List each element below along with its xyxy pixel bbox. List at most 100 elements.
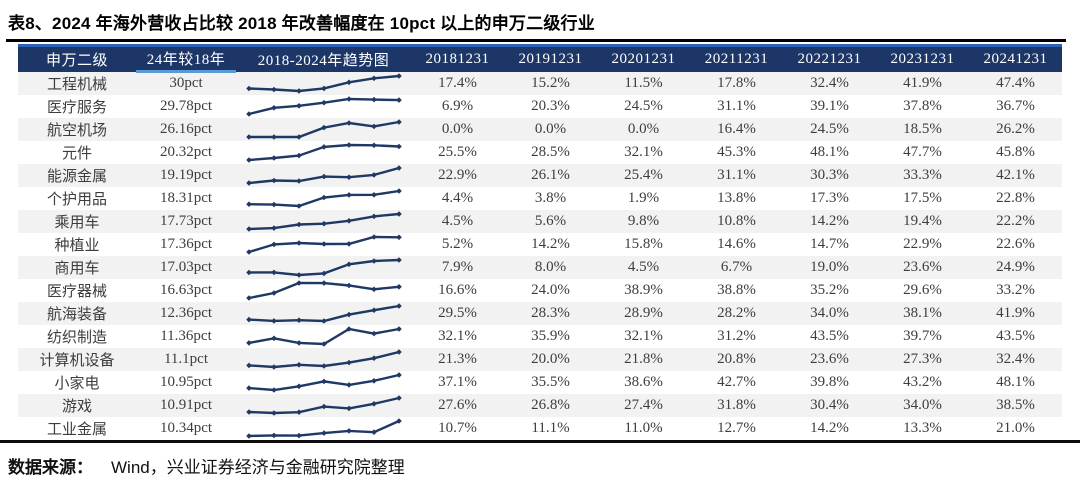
sparkline-marker	[370, 233, 377, 240]
sparkline-cell	[236, 141, 411, 164]
sparkline-marker	[245, 156, 252, 163]
trend-sparkline	[245, 141, 402, 163]
sparkline-marker	[345, 173, 352, 180]
industry-cell: 医疗服务	[46, 99, 107, 116]
trend-sparkline	[245, 210, 402, 232]
sparkline-marker	[245, 133, 252, 140]
sparkline-marker	[320, 362, 327, 369]
sparkline-marker	[395, 187, 402, 194]
trend-sparkline	[245, 72, 402, 94]
change-cell: 18.31pct	[159, 189, 213, 206]
change-cell: 11.1pct	[163, 350, 209, 367]
value-cell: 30.4%	[810, 396, 849, 413]
sparkline-marker	[295, 239, 302, 246]
sparkline-cell	[236, 233, 411, 256]
sparkline-marker	[320, 429, 327, 436]
sparkline-marker	[395, 118, 402, 125]
table-row: 元件 20.32pct 25.5% 28.5% 32.1% 45.3% 48.1% 47.…	[18, 141, 1062, 164]
value-cell: 14.2%	[810, 419, 849, 436]
trend-sparkline	[245, 256, 402, 278]
sparkline-marker	[245, 179, 252, 186]
column-header: 20211231	[690, 44, 783, 72]
value-cell: 23.6%	[903, 258, 942, 275]
value-cell: 27.4%	[624, 396, 663, 413]
value-cell: 20.0%	[531, 350, 570, 367]
sparkline-marker	[395, 348, 402, 355]
value-cell: 37.1%	[438, 373, 477, 390]
sparkline-marker	[245, 248, 252, 255]
value-cell: 39.7%	[903, 327, 942, 344]
value-cell: 32.4%	[810, 74, 849, 91]
change-cell: 10.34pct	[159, 419, 213, 436]
page-title: 表8、2024 年海外营收占比较 2018 年改善幅度在 10pct 以上的申万…	[8, 14, 595, 33]
industry-cell: 计算机设备	[39, 352, 115, 369]
value-cell: 14.2%	[810, 212, 849, 229]
value-cell: 24.0%	[531, 281, 570, 298]
sparkline-marker	[345, 381, 352, 388]
change-cell: 20.32pct	[159, 143, 213, 160]
data-source-note: 数据来源： Wind，兴业证券经济与金融研究院整理	[0, 443, 1080, 478]
column-header: 2018-2024年趋势图	[236, 44, 411, 72]
value-cell: 39.1%	[810, 97, 849, 114]
change-cell: 29.78pct	[159, 97, 213, 114]
value-cell: 14.7%	[810, 235, 849, 252]
value-cell: 17.8%	[717, 74, 756, 91]
value-cell: 3.8%	[534, 189, 567, 206]
sparkline-marker	[395, 325, 402, 332]
sparkline-marker	[270, 201, 277, 207]
sparkline-marker	[270, 224, 277, 231]
sparkline-marker	[245, 269, 252, 275]
value-cell: 38.1%	[903, 304, 942, 321]
value-cell: 27.3%	[903, 350, 942, 367]
value-cell: 14.6%	[717, 235, 756, 252]
sparkline-marker	[245, 384, 252, 391]
value-cell: 1.9%	[627, 189, 660, 206]
value-cell: 31.8%	[717, 396, 756, 413]
value-cell: 4.5%	[627, 258, 660, 275]
sparkline-marker	[345, 79, 352, 85]
value-cell: 43.5%	[810, 327, 849, 344]
table-row: 航空机场 26.16pct 0.0% 0.0% 0.0% 16.4% 24.5% 18.5…	[18, 117, 1062, 141]
table-body: 工程机械 30pct 17.4% 15.2% 11.5% 17.8% 32.4% 41.9…	[18, 71, 1062, 440]
table-row: 工程机械 30pct 17.4% 15.2% 11.5% 17.8% 32.4% 41.9…	[18, 71, 1062, 95]
column-header: 20241231	[969, 44, 1062, 72]
sparkline-cell	[236, 118, 411, 141]
sparkline-marker	[320, 143, 327, 150]
sparkline-cell	[236, 256, 411, 279]
value-cell: 43.2%	[903, 373, 942, 390]
table-row: 工业金属 10.34pct 10.7% 11.1% 11.0% 12.7% 14.2% 1…	[18, 417, 1062, 440]
sparkline-marker	[395, 72, 402, 79]
sparkline-marker	[345, 95, 352, 102]
trend-sparkline	[245, 371, 402, 393]
sparkline-marker	[295, 177, 302, 184]
sparkline-marker	[295, 361, 302, 368]
industry-cell: 航海装备	[46, 306, 107, 323]
value-cell: 5.6%	[534, 212, 567, 229]
value-cell: 11.1%	[531, 419, 570, 436]
trend-sparkline	[245, 348, 402, 370]
sparkline-marker	[370, 377, 377, 384]
sparkline-marker	[370, 286, 377, 292]
table-row: 乘用车 17.73pct 4.5% 5.6% 9.8% 10.8% 14.2% 19.4%…	[18, 209, 1062, 233]
sparkline-marker	[345, 325, 352, 332]
industry-cell: 工程机械	[46, 76, 107, 93]
sparkline-marker	[320, 403, 327, 409]
table-row: 医疗器械 16.63pct 16.6% 24.0% 38.9% 38.8% 35.2% 2…	[18, 279, 1062, 302]
value-cell: 18.5%	[903, 120, 942, 137]
sparkline-marker	[295, 316, 302, 323]
change-cell: 16.63pct	[159, 281, 213, 298]
value-cell: 24.9%	[996, 258, 1035, 275]
value-cell: 35.9%	[531, 327, 570, 344]
sparkline-marker	[245, 362, 252, 368]
sparkline-marker	[270, 241, 277, 247]
value-cell: 28.2%	[717, 304, 756, 321]
value-cell: 45.3%	[717, 143, 756, 160]
value-cell: 21.8%	[624, 350, 663, 367]
sparkline-marker	[395, 96, 402, 103]
value-cell: 45.8%	[996, 143, 1035, 160]
change-cell: 19.19pct	[159, 166, 213, 183]
sparkline-cell	[236, 348, 411, 371]
sparkline-marker	[270, 154, 277, 161]
value-cell: 21.3%	[438, 350, 477, 367]
sparkline-marker	[270, 409, 277, 416]
